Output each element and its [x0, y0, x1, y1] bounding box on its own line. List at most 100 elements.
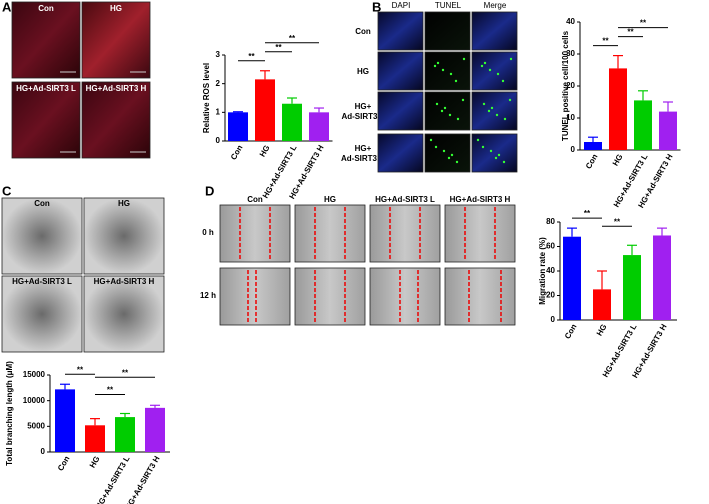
micrograph: [471, 51, 518, 91]
bar: [623, 255, 641, 320]
bar: [55, 389, 75, 452]
y-tick-label: 5000: [27, 421, 45, 430]
panel-letter: C: [2, 183, 12, 198]
tunel-dot: [496, 72, 500, 76]
micrograph: [83, 275, 165, 353]
micrograph: [424, 11, 471, 51]
significance-label: **: [248, 52, 255, 61]
micrograph: [11, 81, 81, 159]
tunel-dot: [442, 149, 446, 153]
micrograph: [471, 133, 518, 173]
column-header: TUNEL: [435, 1, 462, 10]
row-label: HG: [357, 67, 369, 76]
x-tick-label: HG: [611, 153, 625, 168]
tunel-dot: [436, 61, 440, 65]
tunel-dot: [502, 160, 506, 164]
tunel-dot: [443, 106, 447, 110]
significance-label: **: [640, 19, 647, 28]
tunel-dot: [450, 153, 454, 157]
y-tick-label: 80: [546, 217, 555, 226]
y-tick-label: 15000: [23, 370, 46, 379]
column-header: HG: [324, 195, 336, 204]
significance-label: **: [602, 37, 609, 46]
x-tick-label: Con: [229, 143, 245, 161]
x-tick-label: HG: [258, 144, 272, 159]
micrograph: [471, 91, 518, 131]
image-label: HG+Ad-SIRT3 H: [86, 84, 147, 93]
micrograph: [1, 275, 83, 353]
y-tick-label: 0: [551, 315, 556, 324]
tunel-dot: [489, 149, 493, 153]
bar: [255, 79, 275, 141]
micrograph: [1, 197, 83, 275]
y-tick-label: 30: [566, 49, 575, 58]
micrograph: [377, 11, 424, 51]
tunel-dot: [476, 138, 480, 142]
micrograph: [81, 1, 151, 79]
micrograph: [424, 91, 471, 131]
image-label: HG: [110, 4, 122, 13]
tunel-dot: [441, 68, 445, 72]
y-tick-label: 0: [571, 145, 576, 154]
significance-label: **: [614, 217, 621, 226]
tunel-dot: [455, 160, 459, 164]
y-tick-label: 60: [546, 242, 555, 251]
bar: [634, 100, 652, 150]
micrograph: [83, 197, 165, 275]
micrograph: [294, 204, 366, 263]
column-header: HG+Ad-SIRT3 L: [375, 195, 435, 204]
tunel-dot: [487, 109, 491, 113]
y-axis-label: Migration rate (%): [538, 237, 547, 305]
y-tick-label: 10000: [23, 396, 46, 405]
y-axis-label: Relative ROS level: [202, 63, 211, 133]
column-header: DAPI: [392, 1, 411, 10]
tunel-dot: [447, 156, 451, 160]
y-tick-label: 40: [566, 17, 575, 26]
y-tick-label: 1: [216, 107, 221, 116]
tunel-dot: [509, 57, 513, 61]
micrograph: [369, 267, 441, 326]
column-header: Con: [247, 195, 263, 204]
micrograph: [444, 267, 516, 326]
x-tick-label: HG: [88, 455, 102, 470]
row-label: 0 h: [202, 228, 214, 237]
micrograph: [377, 51, 424, 91]
tunel-dot: [440, 109, 444, 113]
bar: [659, 111, 677, 150]
bar: [228, 112, 248, 141]
x-tick-label: Con: [584, 152, 600, 170]
column-header: HG+Ad-SIRT3 H: [450, 195, 511, 204]
bar: [563, 236, 581, 320]
row-label: Ad-SIRT3 H: [341, 154, 385, 163]
micrograph: [219, 267, 291, 326]
tunel-dot: [501, 79, 505, 83]
y-tick-label: 3: [216, 50, 221, 59]
tunel-dot: [488, 68, 492, 72]
y-tick-label: 0: [41, 447, 46, 456]
panel-letter: B: [372, 0, 381, 14]
y-tick-label: 10: [566, 113, 575, 122]
tunel-dot: [483, 61, 487, 65]
x-tick-label: HG: [595, 323, 609, 338]
y-tick-label: 2: [216, 79, 221, 88]
tunel-dot: [434, 145, 438, 149]
bar: [145, 407, 165, 452]
tunel-dot: [490, 106, 494, 110]
tunel-dot: [503, 117, 507, 121]
significance-label: **: [77, 365, 84, 374]
significance-label: **: [275, 43, 282, 52]
micrograph: [444, 204, 516, 263]
significance-label: **: [289, 34, 296, 43]
image-label: Con: [38, 4, 54, 13]
bar: [593, 289, 611, 320]
micrograph: [219, 204, 291, 263]
tunel-dot: [448, 113, 452, 117]
micrograph: [377, 133, 424, 173]
micrograph: [11, 1, 81, 79]
micrograph: [424, 51, 471, 91]
micrograph: [377, 91, 424, 131]
micrograph: [294, 267, 366, 326]
bar: [584, 142, 602, 150]
bar: [282, 103, 302, 141]
